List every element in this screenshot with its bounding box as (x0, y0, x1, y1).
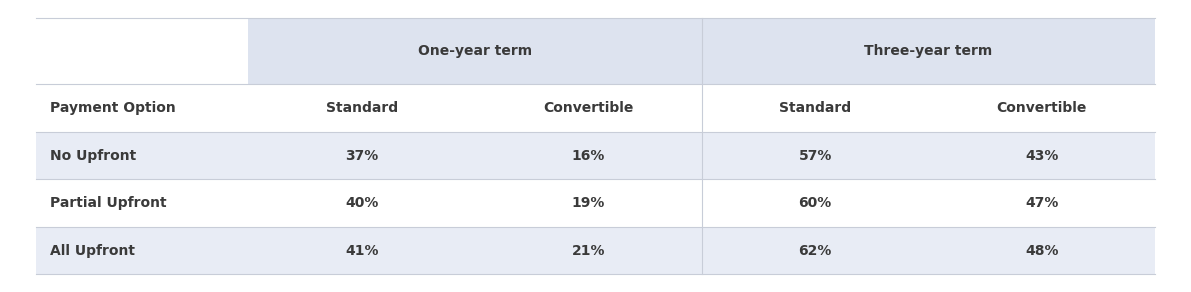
Text: 60%: 60% (799, 196, 831, 210)
Text: Three-year term: Three-year term (865, 44, 992, 58)
Text: 16%: 16% (572, 149, 605, 163)
Text: 57%: 57% (798, 149, 831, 163)
Text: 43%: 43% (1025, 149, 1059, 163)
Text: Payment Option: Payment Option (50, 101, 176, 115)
Text: All Upfront: All Upfront (50, 244, 135, 258)
Bar (36, 179, 1155, 227)
Text: Partial Upfront: Partial Upfront (50, 196, 167, 210)
Bar (36, 84, 1155, 132)
Bar (36, 227, 1155, 274)
Text: 21%: 21% (572, 244, 605, 258)
Bar (36, 132, 1155, 179)
Text: Convertible: Convertible (997, 101, 1087, 115)
Text: 37%: 37% (345, 149, 379, 163)
Text: Convertible: Convertible (543, 101, 634, 115)
Bar (249, 18, 701, 84)
Text: 48%: 48% (1025, 244, 1059, 258)
Bar (701, 18, 1155, 84)
Text: 47%: 47% (1025, 196, 1059, 210)
Text: 41%: 41% (345, 244, 379, 258)
Text: One-year term: One-year term (418, 44, 532, 58)
Text: 62%: 62% (798, 244, 831, 258)
Text: No Upfront: No Upfront (50, 149, 136, 163)
Text: Standard: Standard (325, 101, 398, 115)
Text: 40%: 40% (345, 196, 379, 210)
Text: Standard: Standard (779, 101, 852, 115)
Bar (36, 18, 1155, 84)
Text: 19%: 19% (572, 196, 605, 210)
